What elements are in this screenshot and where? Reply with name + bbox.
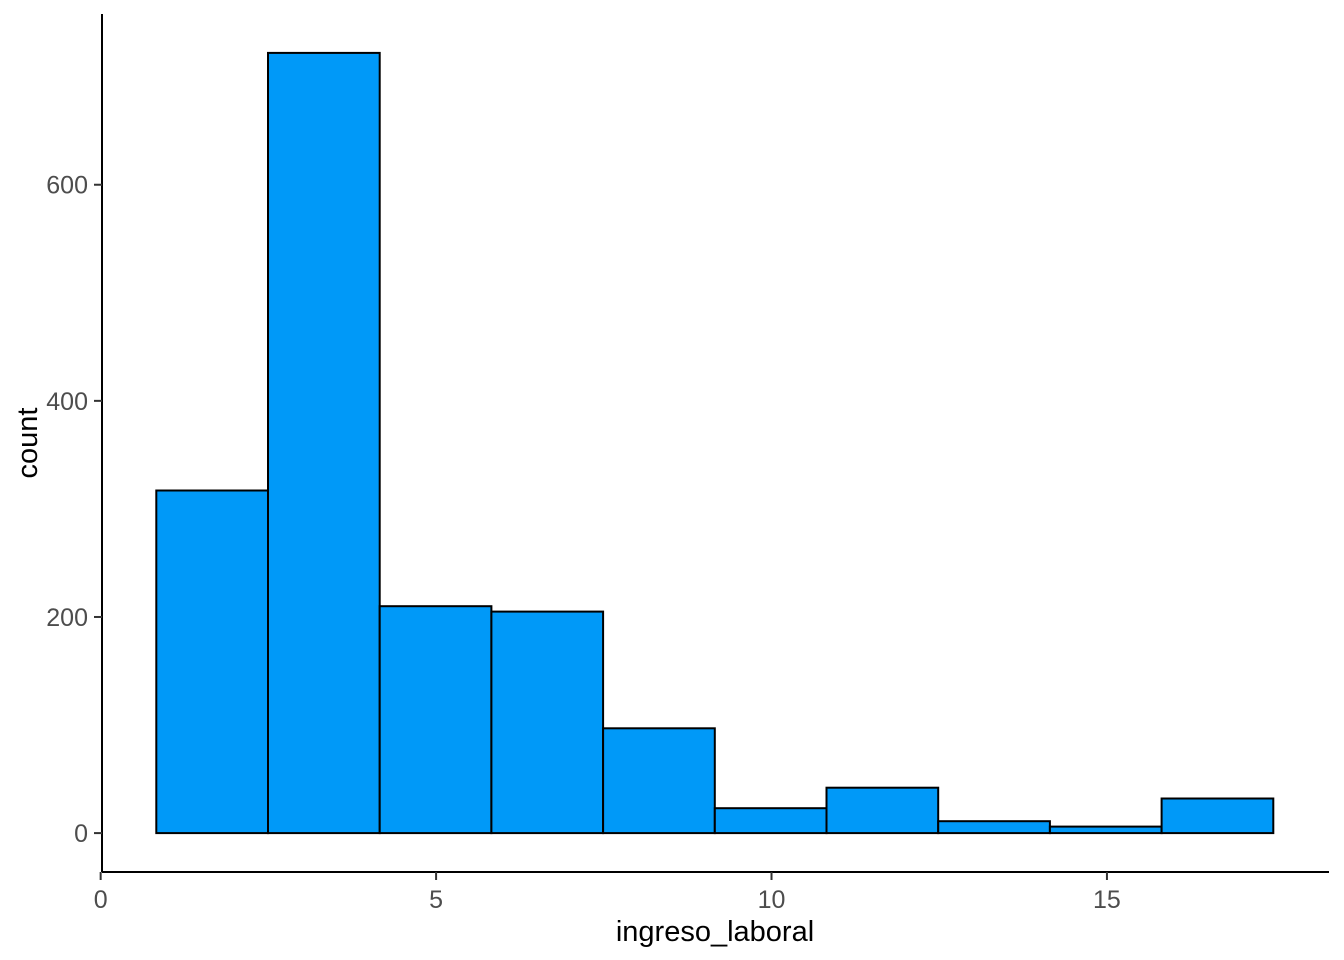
histogram-bar (602, 727, 716, 835)
y-tick-label: 0 (74, 820, 88, 848)
x-tick-label: 0 (94, 886, 108, 914)
histogram-bar (713, 807, 828, 835)
axes-layer (101, 14, 1329, 873)
x-axis-title: ingreso_laboral (616, 916, 814, 948)
histogram-bar (378, 605, 493, 835)
x-tick-label: 15 (1093, 886, 1121, 914)
x-tick-label: 10 (758, 886, 786, 914)
x-tick-label: 5 (429, 886, 443, 914)
tick-layer: 0 5 10 15 0 200 400 600 (46, 172, 1121, 914)
y-tick-label: 400 (46, 388, 88, 416)
histogram-bar (825, 786, 940, 835)
histogram-bar (1048, 825, 1163, 835)
y-axis-title: count (12, 408, 44, 479)
y-tick-label: 200 (46, 604, 88, 632)
histogram-bar (155, 489, 269, 835)
histogram-bar (937, 820, 1051, 835)
histogram-bar (1160, 797, 1275, 835)
histogram-bar (267, 51, 381, 835)
y-tick-label: 600 (46, 172, 88, 200)
bars-layer (155, 51, 1275, 835)
histogram-bar (490, 610, 605, 835)
